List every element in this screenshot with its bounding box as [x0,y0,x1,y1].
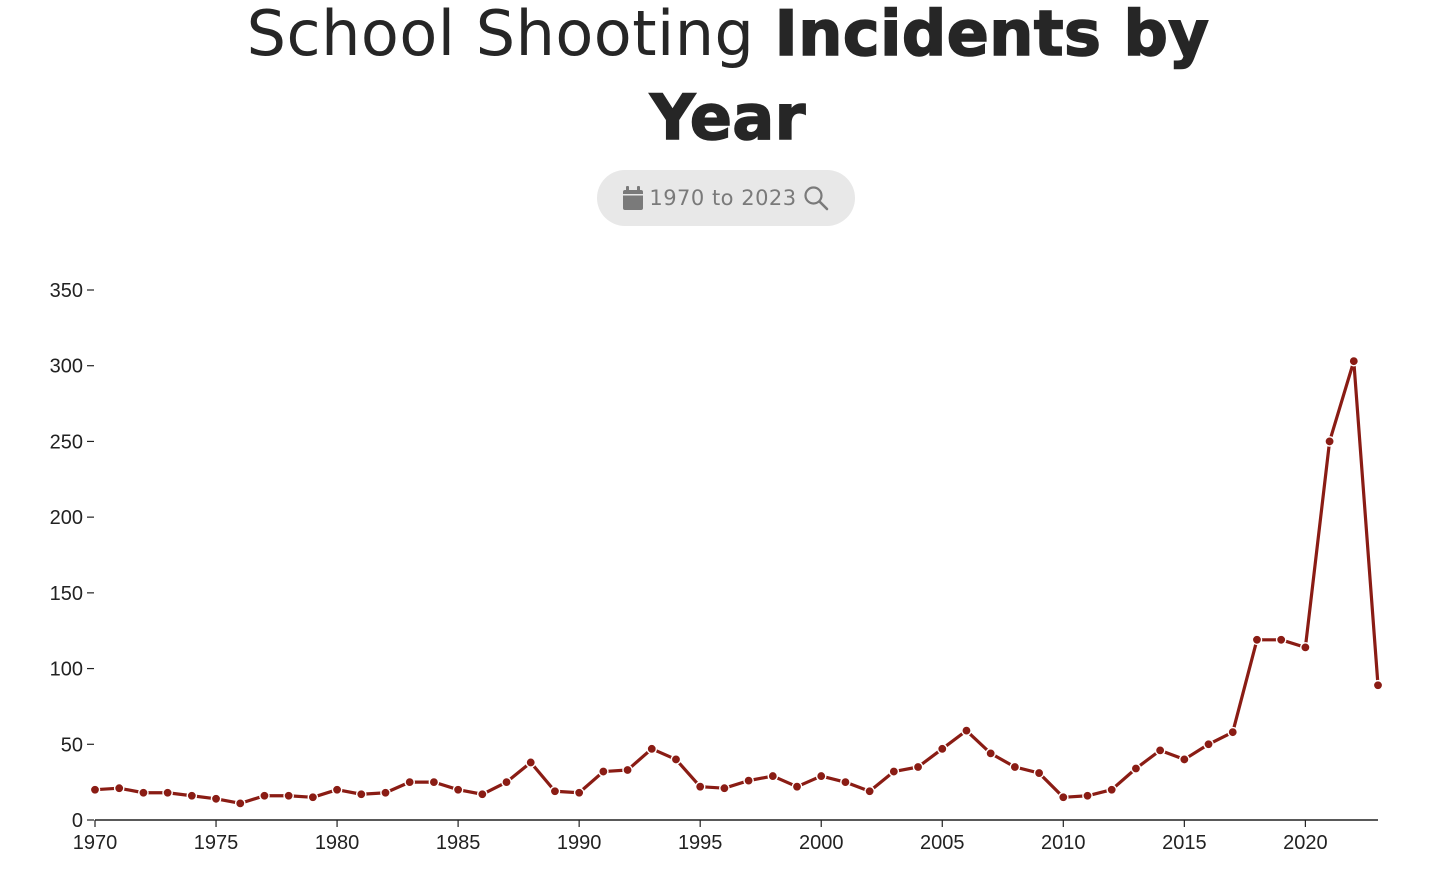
data-point [1033,767,1045,779]
data-point [234,798,246,809]
data-point [694,781,706,792]
data-point [162,787,173,799]
data-point [646,743,658,755]
data-point [888,766,900,777]
date-range-label: 1970 to 2023 [649,186,797,210]
data-point [452,784,464,796]
x-tick-label: 2010 [1041,832,1086,854]
calendar-icon [623,186,644,210]
title-regular-part: School Shooting [246,0,775,70]
data-point [186,790,198,802]
data-point [1324,436,1335,447]
data-point [113,782,125,794]
search-icon[interactable] [803,185,829,211]
data-point [331,784,343,796]
x-tick-label: 1980 [315,832,360,854]
data-point [719,782,730,794]
data-point [259,790,270,802]
x-tick-label: 1975 [194,832,239,854]
data-point [791,781,803,792]
data-point [1348,355,1360,367]
data-point [598,766,609,777]
x-tick-label: 1995 [678,832,723,854]
title-bold-part-2: Year [649,80,806,155]
chart-title: School Shooting Incidents by Year [0,0,1456,160]
x-tick-label: 2000 [799,832,844,854]
data-point [549,785,561,797]
data-point [1009,761,1021,773]
x-tick-label: 2015 [1162,832,1207,854]
x-tick-label: 1970 [73,832,118,854]
data-point [815,770,827,782]
data-point [1372,679,1384,691]
title-bold-part-1: Incidents by [774,0,1210,71]
data-point [477,788,488,800]
y-tick-label: 350 [50,280,83,302]
series-line [93,359,1380,805]
x-tick-label: 1985 [436,832,481,854]
data-point [283,790,294,802]
date-range-filter-button[interactable]: 1970 to 2023 [597,170,855,226]
data-point [428,776,440,788]
y-tick-label: 200 [50,507,83,529]
data-point [961,725,972,736]
data-point [138,787,149,799]
data-point [210,793,222,805]
data-point [1179,754,1190,765]
data-point [670,754,682,765]
data-point [840,776,851,788]
data-point [501,776,512,788]
data-point [1106,784,1118,796]
data-point [307,791,319,803]
data-point [1082,790,1093,802]
data-point [355,788,367,800]
y-tick-label: 250 [50,431,83,453]
y-axis: 0 50 100 150 200 250 300 350 [50,280,94,832]
data-point [1300,642,1311,653]
data-point [1130,763,1142,774]
data-point [1203,738,1214,750]
x-tick-label: 2020 [1283,832,1328,854]
data-point [573,787,585,799]
data-point [864,785,875,797]
data-point [525,757,537,768]
x-axis: 1970 1975 1980 1985 1990 1995 2000 2005 2010 2015… [73,819,1378,854]
x-tick-label: 2005 [920,832,965,854]
y-tick-label: 0 [72,810,83,832]
data-point [404,776,415,788]
data-point [912,761,924,773]
data-point [1251,634,1263,646]
data-point [985,748,996,759]
data-point [380,787,391,799]
series-group [89,355,1384,809]
data-point [1227,726,1239,738]
y-tick-label: 100 [50,659,83,681]
data-point [1154,745,1166,756]
data-point [1058,791,1069,803]
x-tick-label: 1990 [557,832,602,854]
data-point [767,770,779,782]
data-point [1275,634,1287,646]
data-point [936,743,948,755]
y-tick-label: 50 [61,734,83,756]
y-tick-label: 300 [50,356,83,378]
data-point [622,764,633,776]
data-point [743,775,754,786]
y-tick-label: 150 [50,583,83,605]
data-point [89,784,101,796]
